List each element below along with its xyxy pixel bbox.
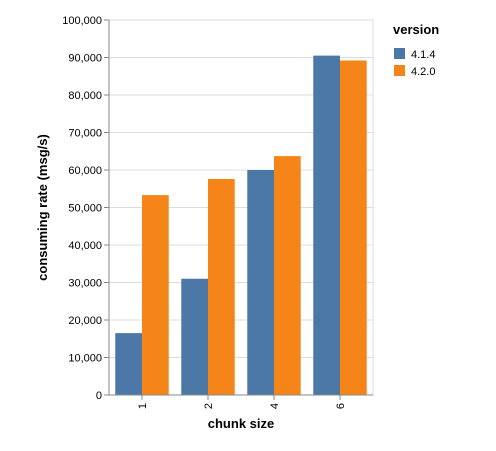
bar-4.2.0-4	[274, 156, 301, 395]
y-tick-label: 30,000	[68, 278, 102, 290]
legend-label-4.2.0: 4.2.0	[411, 66, 435, 78]
legend: version 4.1.4 4.2.0	[393, 22, 439, 78]
bars	[115, 55, 367, 395]
y-axis: 0 10,000 20,000 30,000 40,000 50,000 60,000 70,…	[62, 15, 110, 402]
x-tick-label: 1	[137, 403, 149, 409]
y-tick-label: 60,000	[68, 165, 102, 177]
bar-4.1.4-4	[247, 170, 274, 395]
bar-4.1.4-2	[181, 278, 208, 395]
bar-4.2.0-6	[340, 60, 367, 395]
y-axis-title: consuming rate (msg/s)	[35, 134, 50, 281]
x-axis-title: chunk size	[208, 416, 274, 431]
bar-4.2.0-2	[208, 179, 235, 395]
y-tick-label: 40,000	[68, 240, 102, 252]
x-tick-label: 4	[269, 403, 281, 409]
x-axis: 1 2 4 6	[109, 394, 373, 409]
y-tick-label: 10,000	[68, 353, 102, 365]
y-tick-label: 90,000	[68, 53, 102, 65]
y-tick-label: 100,000	[62, 15, 102, 27]
bar-4.2.0-1	[142, 195, 169, 395]
legend-label-4.1.4: 4.1.4	[411, 49, 435, 61]
bar-4.1.4-6	[313, 55, 340, 395]
legend-swatch-4.1.4	[394, 48, 405, 59]
y-tick-label: 70,000	[68, 128, 102, 140]
y-tick-label: 20,000	[68, 315, 102, 327]
y-tick-label: 50,000	[68, 203, 102, 215]
y-tick-label: 0	[96, 390, 102, 402]
x-tick-label: 2	[203, 403, 215, 409]
legend-swatch-4.2.0	[394, 65, 405, 76]
y-tick-label: 80,000	[68, 90, 102, 102]
legend-title: version	[393, 22, 439, 37]
bar-4.1.4-1	[115, 333, 142, 395]
x-tick-label: 6	[335, 403, 347, 409]
